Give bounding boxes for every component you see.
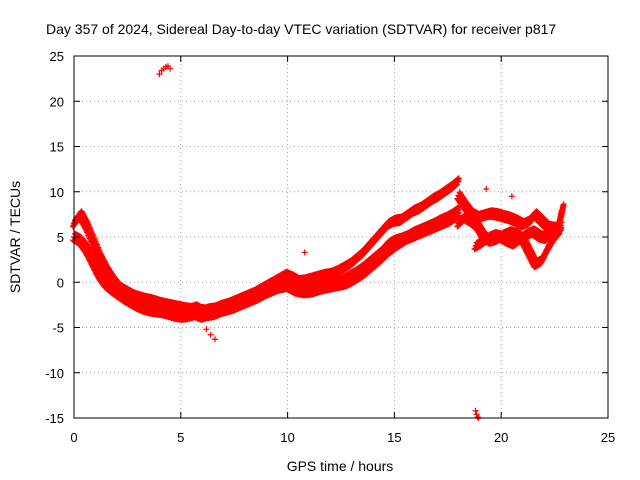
chart-title: Day 357 of 2024, Sidereal Day-to-day VTE…	[46, 21, 556, 37]
data-points	[69, 62, 567, 421]
data-point	[453, 181, 460, 188]
data-point	[455, 177, 462, 184]
